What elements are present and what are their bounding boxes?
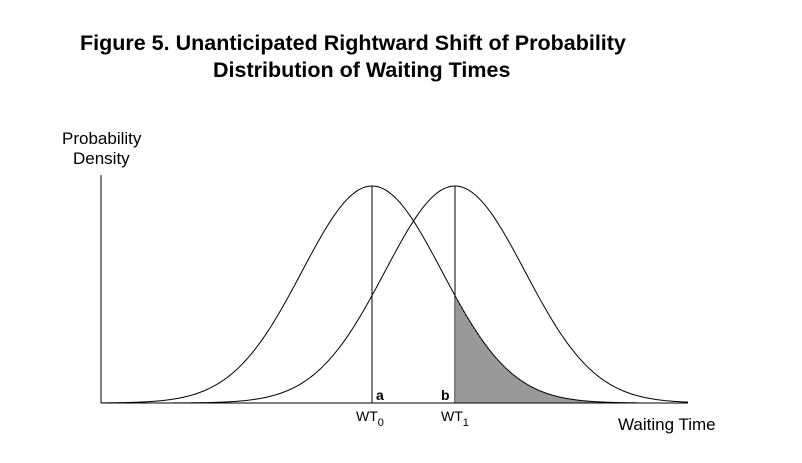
y-axis-label-line-1: Probability <box>62 129 142 148</box>
wt0-label-base: WT <box>356 408 378 424</box>
shaded-tail-area <box>456 299 602 403</box>
point-a-label: a <box>376 387 384 403</box>
figure-title-line-1: Figure 5. Unanticipated Rightward Shift … <box>80 31 626 55</box>
shifted-distribution-curve <box>150 185 689 404</box>
wt1-label: WT1 <box>441 408 469 429</box>
wt1-label-base: WT <box>441 408 463 424</box>
point-b-label: b <box>441 387 450 403</box>
figure-title: Figure 5. Unanticipated Rightward Shift … <box>0 30 802 84</box>
wt0-label: WT0 <box>356 408 384 429</box>
original-distribution-curve <box>100 185 640 404</box>
x-axis-label: Waiting Time <box>618 415 716 434</box>
wt1-label-subscript: 1 <box>463 417 469 429</box>
wt0-label-subscript: 0 <box>378 417 384 429</box>
y-axis-label-line-2: Density <box>73 149 130 168</box>
figure-title-line-2: Distribution of Waiting Times <box>213 58 511 82</box>
